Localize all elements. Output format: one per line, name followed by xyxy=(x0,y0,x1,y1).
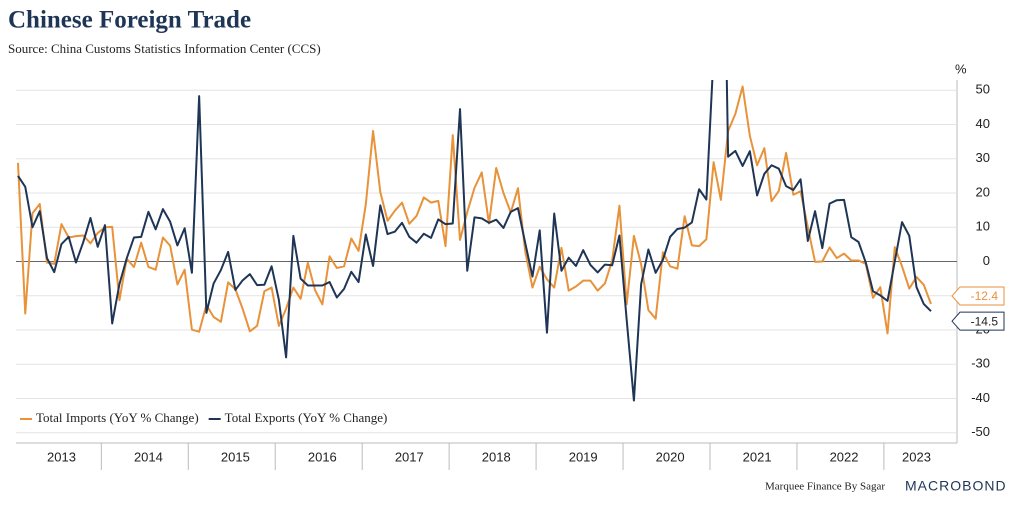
legend-label: Total Exports (YoY % Change) xyxy=(225,410,388,425)
y-tick-label: 10 xyxy=(976,219,990,234)
y-tick-label: -40 xyxy=(971,390,990,405)
line-series xyxy=(17,85,932,335)
y-tick-label: 20 xyxy=(976,184,990,199)
chart-title: Chinese Foreign Trade xyxy=(8,7,251,34)
x-tick-label: 2016 xyxy=(308,449,337,464)
y-tick-label: 30 xyxy=(976,150,990,165)
y-unit: % xyxy=(955,61,967,76)
plot xyxy=(17,80,932,402)
line-series xyxy=(17,80,932,402)
brand: MACROBOND xyxy=(905,478,1007,494)
end-label-box xyxy=(951,286,1005,306)
credit: Marquee Finance By Sagar xyxy=(765,481,885,493)
y-tick-label: 50 xyxy=(976,82,990,97)
x-tick-label: 2014 xyxy=(134,449,163,464)
x-tick-label: 2022 xyxy=(830,449,859,464)
x-tick-label: 2019 xyxy=(569,449,598,464)
legend-label: Total Imports (YoY % Change) xyxy=(36,410,199,425)
x-tick-label: 2023 xyxy=(902,449,931,464)
x-tick-label: 2015 xyxy=(221,449,250,464)
y-tick-label: -30 xyxy=(971,356,990,371)
chart-subtitle: Source: China Customs Statistics Informa… xyxy=(8,41,321,56)
end-label: -12.4 xyxy=(971,289,999,303)
y-tick-label: 0 xyxy=(983,253,990,268)
y-tick-label: 40 xyxy=(976,116,990,131)
end-label-box xyxy=(951,311,1005,331)
x-tick-label: 2013 xyxy=(47,449,76,464)
end-label: -14.5 xyxy=(971,314,999,328)
x-tick-label: 2018 xyxy=(482,449,511,464)
y-tick-label: -50 xyxy=(971,424,990,439)
x-tick-label: 2020 xyxy=(656,449,685,464)
x-tick-label: 2021 xyxy=(743,449,772,464)
x-tick-label: 2017 xyxy=(395,449,424,464)
